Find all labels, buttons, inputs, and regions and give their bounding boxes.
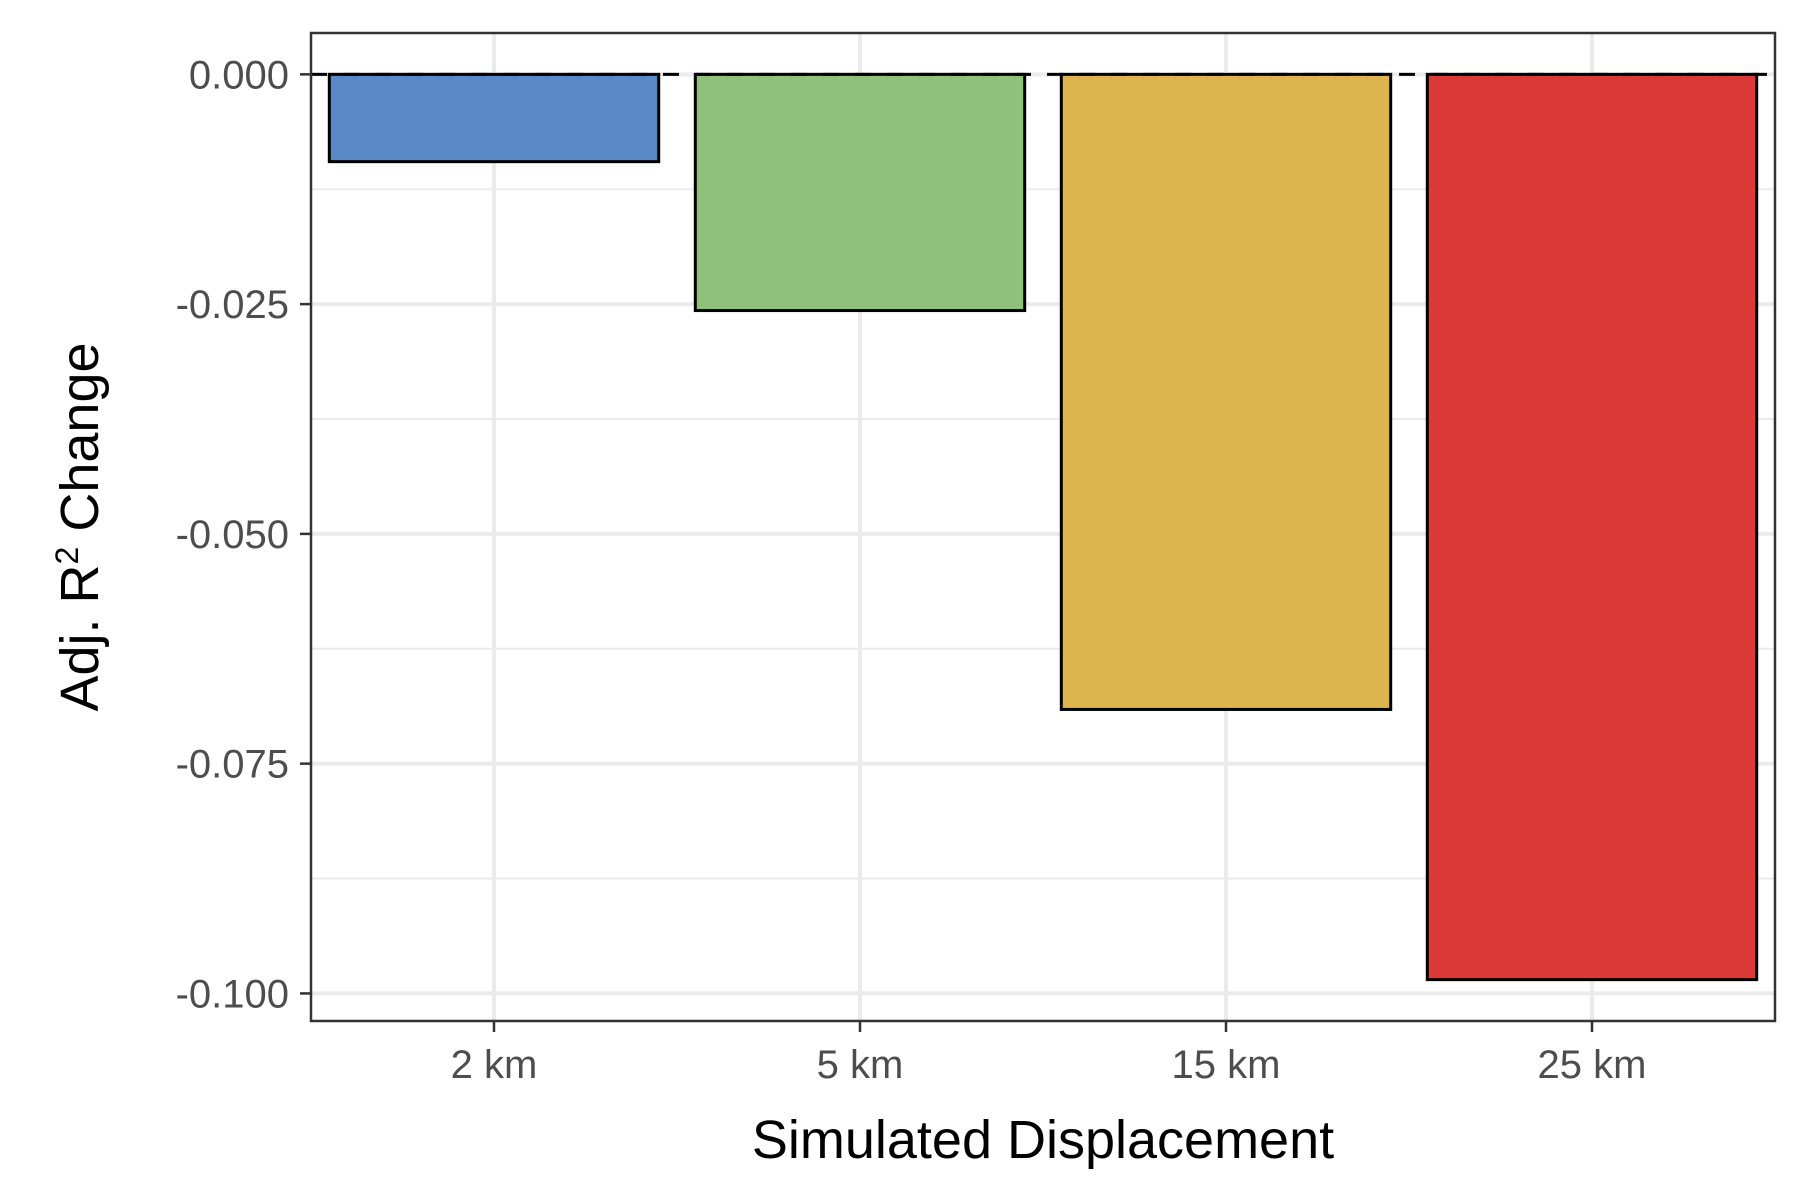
y-tick-label: -0.050 [176, 513, 289, 557]
bar-25-km [1425, 72, 1759, 982]
y-tick-label: 0.000 [189, 53, 289, 97]
x-tick-label: 25 km [1538, 1043, 1647, 1087]
bar-15-km [1059, 72, 1393, 711]
x-axis-title: Simulated Displacement [752, 1110, 1334, 1170]
y-tick-label: -0.025 [176, 283, 289, 327]
bar-5-km [693, 72, 1027, 313]
x-tick-label: 5 km [817, 1043, 904, 1087]
bar-2-km [327, 72, 661, 164]
y-axis-title-suffix: Change [50, 342, 110, 546]
bars [327, 72, 1759, 982]
y-tick-label: -0.100 [176, 972, 289, 1016]
y-axis-title: Adj. R2 Change [49, 342, 110, 711]
y-tick-label: -0.075 [176, 743, 289, 787]
x-tick-label: 2 km [451, 1043, 538, 1087]
x-tick-label: 15 km [1172, 1043, 1281, 1087]
y-axis-title-main: Adj. R [50, 564, 110, 711]
y-axis-title-superscript: 2 [49, 547, 85, 565]
plot-panel-border [309, 31, 1777, 1023]
axes: 0.000 -0.025 -0.050 -0.075 -0.100 2 km 5 km 15 … [176, 53, 1647, 1087]
